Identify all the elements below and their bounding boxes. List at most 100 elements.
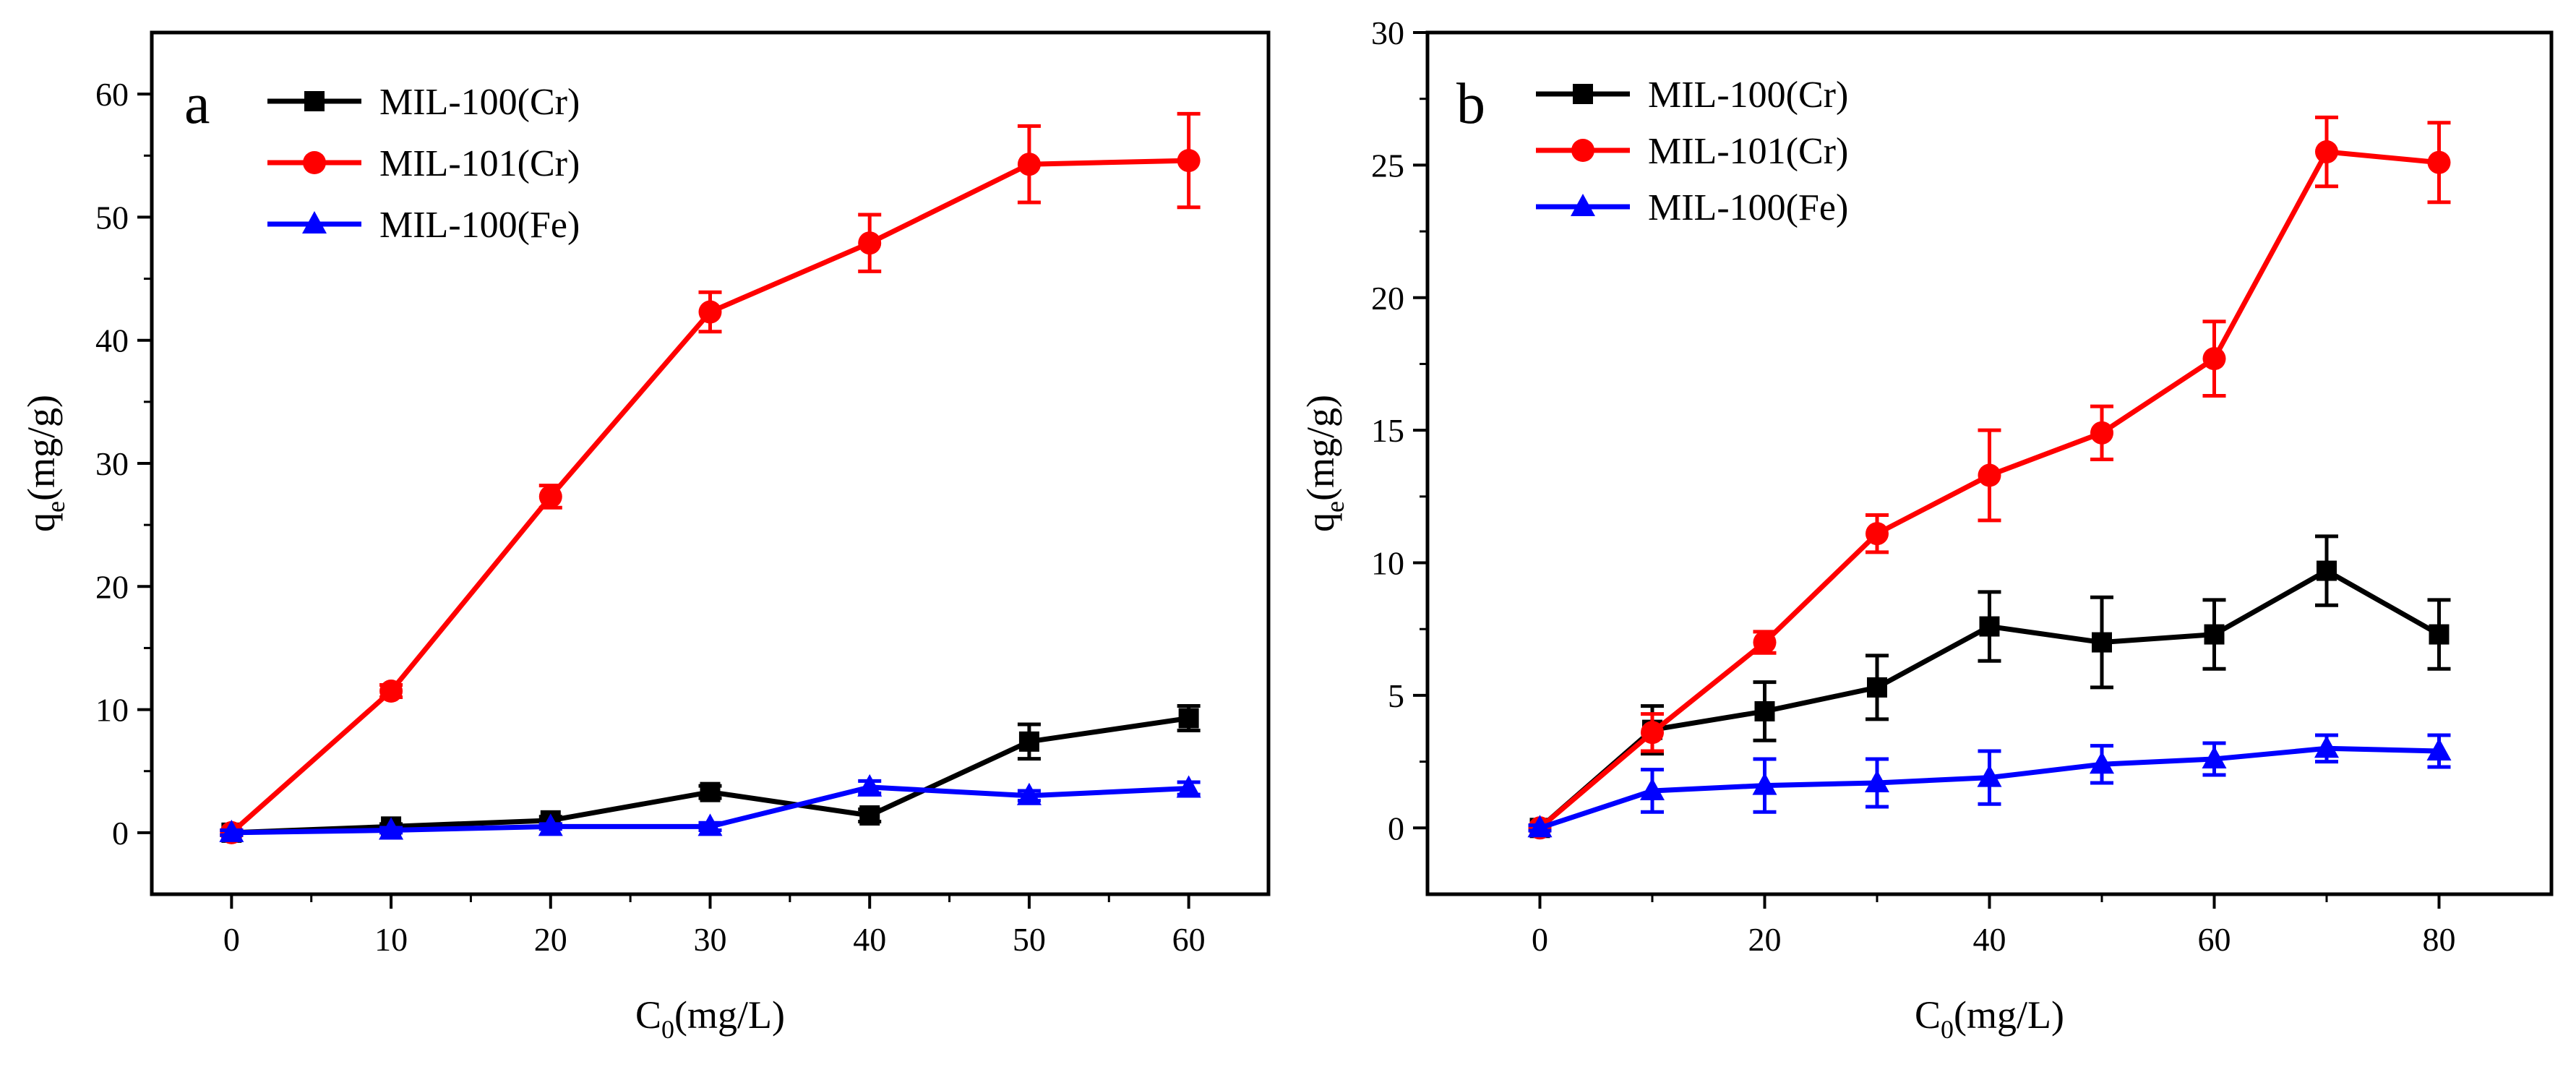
data-point [2429, 624, 2450, 645]
x-tick-label: 0 [1532, 921, 1548, 958]
data-point [1979, 616, 2000, 637]
x-tick-label: 30 [694, 921, 727, 958]
legend-marker [1571, 194, 1595, 216]
data-point [1752, 772, 1777, 795]
x-tick-label: 60 [1172, 921, 1206, 958]
data-point [1866, 522, 1889, 546]
legend-marker [304, 91, 325, 111]
data-point [2202, 745, 2227, 768]
x-axis-title-main: C [635, 993, 661, 1037]
x-axis-title-unit: (mg/L) [1954, 993, 2064, 1037]
y-axis-title-unit: (mg/g) [1299, 395, 1342, 501]
legend-label: MIL-100(Fe) [379, 205, 580, 246]
y-tick-label: 10 [95, 692, 129, 729]
x-axis-title-sub: 0 [1941, 1015, 1954, 1044]
y-tick-label: 30 [95, 445, 129, 482]
legend-label: MIL-101(Cr) [1648, 131, 1848, 172]
data-point [1978, 463, 2001, 487]
x-axis-title-sub: 0 [661, 1015, 674, 1044]
data-point [1018, 731, 1039, 752]
y-tick-label: 20 [1371, 280, 1404, 317]
data-point [1641, 721, 1664, 745]
x-tick-label: 20 [1748, 921, 1782, 958]
data-point [219, 819, 244, 842]
data-point [2090, 751, 2114, 774]
x-tick-label: 20 [534, 921, 567, 958]
data-point [2092, 632, 2112, 653]
data-point [379, 680, 403, 703]
data-point [1754, 700, 1775, 721]
y-tick-label: 5 [1388, 677, 1404, 714]
data-point [697, 813, 723, 836]
chart-panel-a: 0 10 20 30 40 50 600102030405060C0(mg/L)qe(mg/… [20, 30, 1271, 1044]
x-tick-label: 50 [1013, 921, 1046, 958]
data-point [698, 300, 722, 324]
x-axis-title: C0(mg/L) [1915, 993, 2064, 1044]
panel-letter: b [1456, 72, 1485, 136]
y-axis-title-main: q [1299, 513, 1342, 532]
data-point [700, 781, 721, 802]
data-point [859, 805, 880, 826]
x-tick-label: 80 [2423, 921, 2456, 958]
y-axis-title-unit: (mg/g) [20, 395, 63, 501]
y-tick-label: 10 [1371, 545, 1404, 582]
data-point [2204, 624, 2225, 645]
data-point [2314, 735, 2339, 758]
data-point [1977, 764, 2002, 787]
data-point [1640, 777, 1665, 800]
y-tick-label: 0 [112, 815, 129, 852]
y-tick-label: 15 [1371, 412, 1404, 449]
legend-marker [1573, 84, 1593, 104]
data-point [2315, 140, 2338, 164]
legend-label: MIL-100(Cr) [1648, 74, 1848, 116]
legend-label: MIL-100(Fe) [1648, 187, 1848, 228]
data-point [2317, 560, 2337, 581]
series-MIL-100(Fe) [1527, 733, 2452, 838]
data-point [2202, 347, 2226, 371]
data-point [379, 817, 404, 840]
x-tick-label: 10 [374, 921, 408, 958]
x-tick-label: 0 [223, 921, 240, 958]
panel-letter: a [184, 72, 210, 136]
legend-marker [303, 151, 326, 174]
data-point [858, 231, 882, 255]
legend-label: MIL-101(Cr) [379, 143, 580, 184]
data-point [857, 774, 883, 797]
y-axis-title: qe(mg/g) [20, 395, 70, 532]
x-tick-label: 60 [2198, 921, 2231, 958]
y-axis-title-sub: e [1321, 501, 1349, 513]
data-point [1865, 769, 1889, 792]
data-point [1178, 708, 1199, 729]
data-point [1753, 630, 1777, 654]
y-tick-label: 30 [1371, 14, 1404, 51]
legend-label: MIL-100(Cr) [379, 82, 580, 123]
legend-marker [1571, 139, 1594, 162]
x-axis-title-unit: (mg/L) [674, 993, 785, 1037]
y-tick-label: 0 [1388, 810, 1404, 847]
legend-marker [302, 211, 327, 233]
data-point [1177, 149, 1201, 173]
x-axis-title: C0(mg/L) [635, 993, 785, 1044]
data-point [2090, 421, 2113, 445]
data-point [1867, 677, 1887, 698]
y-tick-label: 60 [95, 76, 129, 113]
data-point [538, 484, 562, 508]
data-point [2426, 737, 2452, 760]
y-axis-title-main: q [20, 513, 63, 532]
y-axis-title: qe(mg/g) [1299, 395, 1349, 532]
x-tick-label: 40 [1973, 921, 2006, 958]
data-point [538, 813, 563, 836]
y-axis-title-sub: e [41, 501, 70, 513]
data-point [1016, 782, 1042, 805]
data-point [1017, 153, 1041, 176]
data-point [1176, 775, 1201, 798]
y-tick-label: 40 [95, 322, 129, 359]
series-MIL-100(Fe) [219, 774, 1201, 842]
data-point [1527, 815, 1553, 838]
y-tick-label: 20 [95, 568, 129, 605]
data-point [2427, 150, 2451, 174]
x-axis-title-main: C [1915, 993, 1941, 1037]
